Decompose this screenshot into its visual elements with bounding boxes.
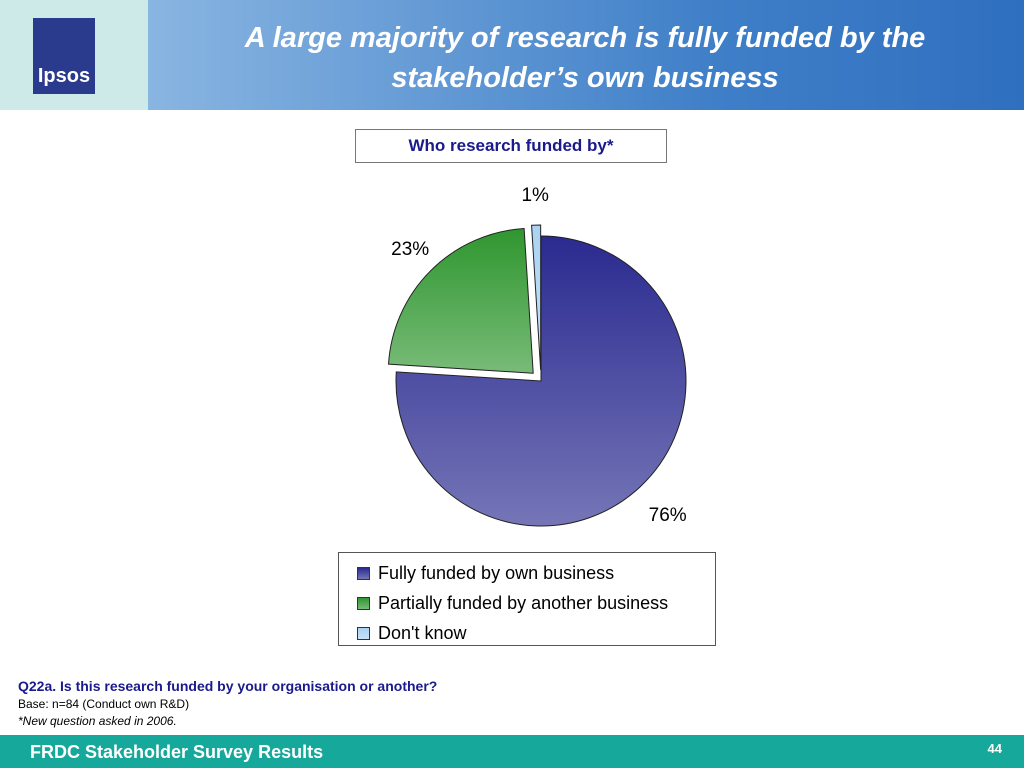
logo: Ipsos xyxy=(33,18,95,94)
pie-slice xyxy=(395,235,687,527)
footer-text: FRDC Stakeholder Survey Results xyxy=(30,742,324,762)
pie-slice xyxy=(387,227,534,374)
legend-swatch xyxy=(357,566,370,580)
legend-item: Partially funded by another business xyxy=(357,588,715,618)
data-label: 76% xyxy=(649,505,687,526)
legend-item: Don't know xyxy=(357,618,715,648)
legend-swatch xyxy=(357,626,370,640)
note: *New question asked in 2006. xyxy=(18,714,177,728)
legend-swatch xyxy=(357,596,370,610)
page-number: 44 xyxy=(987,741,1002,756)
legend-label: Fully funded by own business xyxy=(378,562,615,583)
base: Base: n=84 (Conduct own R&D) xyxy=(18,697,190,711)
legend-label: Partially funded by another business xyxy=(378,592,669,613)
footer: FRDC Stakeholder Survey Results 44 xyxy=(0,735,1024,768)
pie-slice xyxy=(531,224,542,371)
data-label: 23% xyxy=(391,239,429,260)
data-label: 1% xyxy=(521,185,549,206)
legend: Fully funded by own business Partially fu… xyxy=(338,552,716,646)
legend-item: Fully funded by own business xyxy=(357,558,715,588)
logo-box: Ipsos xyxy=(0,0,148,110)
header: Ipsos A large majority of research is fu… xyxy=(0,0,1024,110)
legend-label: Don't know xyxy=(378,622,467,643)
chart-title: Who research funded by* xyxy=(355,129,667,163)
question: Q22a. Is this research funded by your or… xyxy=(18,678,438,694)
heading: A large majority of research is fully fu… xyxy=(244,22,926,94)
